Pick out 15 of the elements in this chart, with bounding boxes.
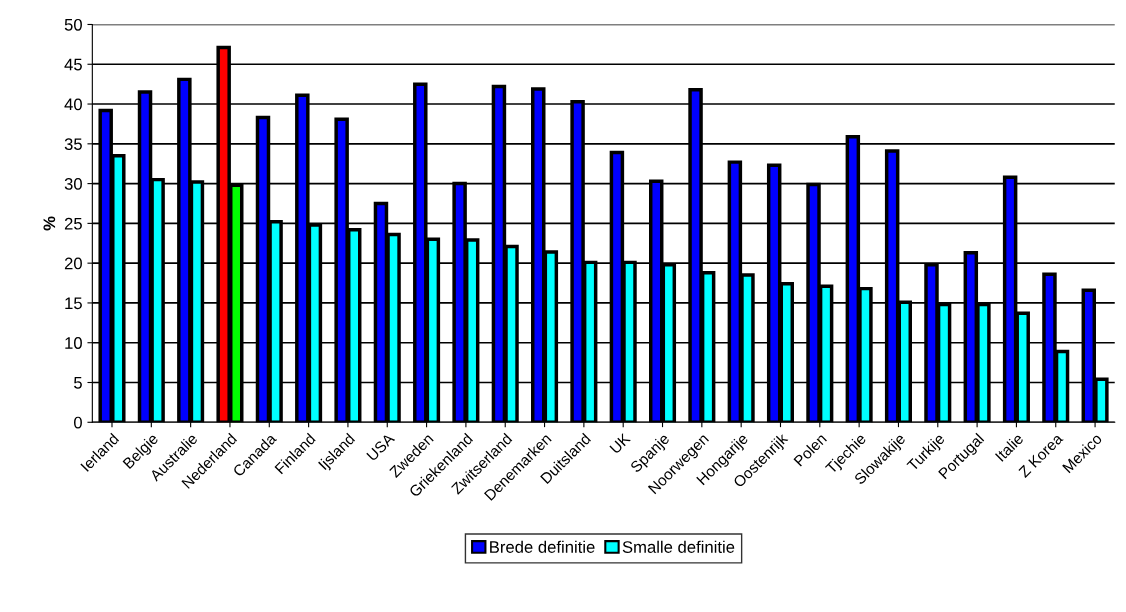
y-tick-label: 30 [64, 178, 82, 190]
y-tick-label: 25 [64, 217, 82, 230]
y-axis-title: % [43, 216, 56, 231]
y-tick-label: 45 [64, 58, 82, 71]
x-tick-label: UK [609, 432, 632, 455]
y-tick-label: 20 [64, 257, 82, 270]
y-tick-label: 15 [65, 297, 82, 310]
y-tick-label: 0 [73, 416, 82, 429]
y-tick-label: 35 [64, 138, 82, 151]
y-tick-label: 10 [65, 337, 82, 349]
legend-label: Smalle definitie [622, 540, 735, 553]
y-tick-label: 40 [64, 98, 82, 111]
y-tick-label: 5 [74, 377, 82, 389]
legend-label: Brede definitie [490, 540, 595, 553]
y-tick-label: 50 [64, 18, 82, 31]
